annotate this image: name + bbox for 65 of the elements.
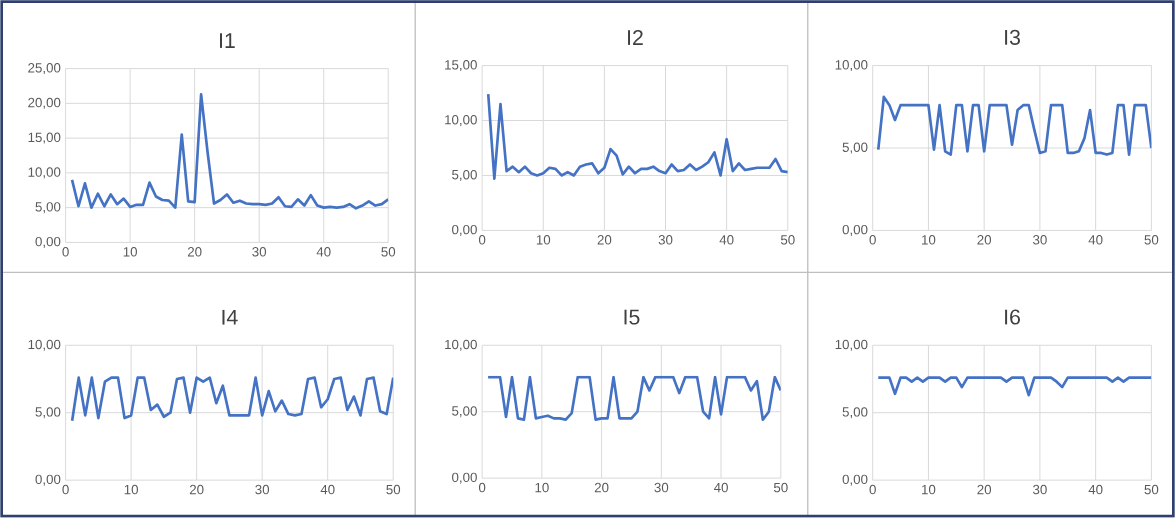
y-tick-label: 15,00 — [28, 132, 61, 144]
x-tick-label: 40 — [1088, 235, 1103, 245]
y-tick-label: 5,00 — [842, 142, 868, 154]
x-tick-label: 0 — [869, 235, 876, 245]
x-tick-label: 40 — [1088, 484, 1103, 495]
x-tick-label: 0 — [478, 482, 486, 493]
y-tick-label: 10,00 — [445, 339, 477, 351]
x-tick-label: 30 — [252, 247, 267, 257]
chart-title: I1 — [219, 33, 235, 49]
y-tick-label: 5,00 — [842, 407, 868, 419]
chart-title: I5 — [624, 309, 640, 325]
x-tick-label: 20 — [977, 484, 992, 495]
y-tick-label: 0,00 — [842, 225, 868, 237]
y-tick-label: 10,00 — [28, 339, 61, 351]
y-tick-label: 5,00 — [452, 170, 477, 182]
y-tick-label: 5,00 — [35, 407, 61, 419]
y-tick-label: 10,00 — [835, 339, 868, 351]
x-tick-label: 10 — [124, 484, 139, 495]
y-tick-label: 25,00 — [28, 63, 61, 75]
y-tick-label: 0,00 — [452, 225, 477, 237]
x-tick-label: 20 — [977, 235, 992, 245]
y-tick-label: 20,00 — [28, 97, 61, 109]
y-tick-label: 0,00 — [842, 474, 868, 486]
x-tick-label: 0 — [869, 484, 876, 495]
chart-title: I2 — [628, 30, 643, 46]
x-tick-label: 20 — [187, 247, 202, 257]
y-tick-label: 0,00 — [35, 237, 61, 249]
x-tick-label: 10 — [536, 235, 551, 245]
x-tick-label: 30 — [1032, 235, 1047, 245]
y-tick-label: 15,00 — [445, 60, 477, 72]
y-tick-label: 10,00 — [28, 167, 61, 179]
y-tick-label: 10,00 — [835, 60, 868, 72]
x-tick-label: 10 — [535, 482, 549, 493]
x-tick-label: 50 — [1144, 484, 1159, 495]
x-tick-label: 20 — [597, 235, 612, 245]
x-tick-label: 40 — [713, 482, 728, 493]
line-series — [70, 93, 389, 210]
chart-title: I6 — [1005, 309, 1020, 325]
y-tick-label: 0,00 — [452, 472, 477, 484]
x-tick-label: 30 — [255, 484, 270, 495]
x-tick-label: 50 — [780, 235, 795, 245]
x-tick-label: 0 — [478, 235, 486, 245]
x-tick-label: 40 — [316, 247, 331, 257]
y-tick-label: 10,00 — [445, 115, 477, 127]
x-tick-label: 10 — [922, 235, 936, 245]
x-tick-label: 50 — [386, 484, 401, 495]
x-tick-label: 0 — [62, 247, 69, 257]
y-tick-label: 0,00 — [35, 474, 61, 486]
x-tick-label: 30 — [658, 235, 673, 245]
y-tick-label: 5,00 — [452, 406, 477, 418]
y-tick-label: 5,00 — [35, 202, 61, 214]
x-tick-label: 0 — [62, 484, 69, 495]
x-tick-label: 50 — [1144, 235, 1159, 245]
x-tick-label: 40 — [320, 484, 335, 495]
x-tick-label: 30 — [1032, 484, 1047, 495]
x-tick-label: 10 — [922, 484, 936, 495]
x-tick-label: 40 — [719, 235, 734, 245]
x-tick-label: 10 — [123, 247, 138, 257]
x-tick-label: 20 — [189, 484, 204, 495]
x-tick-label: 30 — [654, 482, 669, 493]
x-tick-label: 50 — [773, 482, 788, 493]
chart-title: I3 — [1005, 29, 1020, 46]
x-tick-label: 50 — [381, 247, 396, 257]
x-tick-label: 20 — [594, 482, 609, 493]
chart-title: I4 — [222, 310, 238, 325]
